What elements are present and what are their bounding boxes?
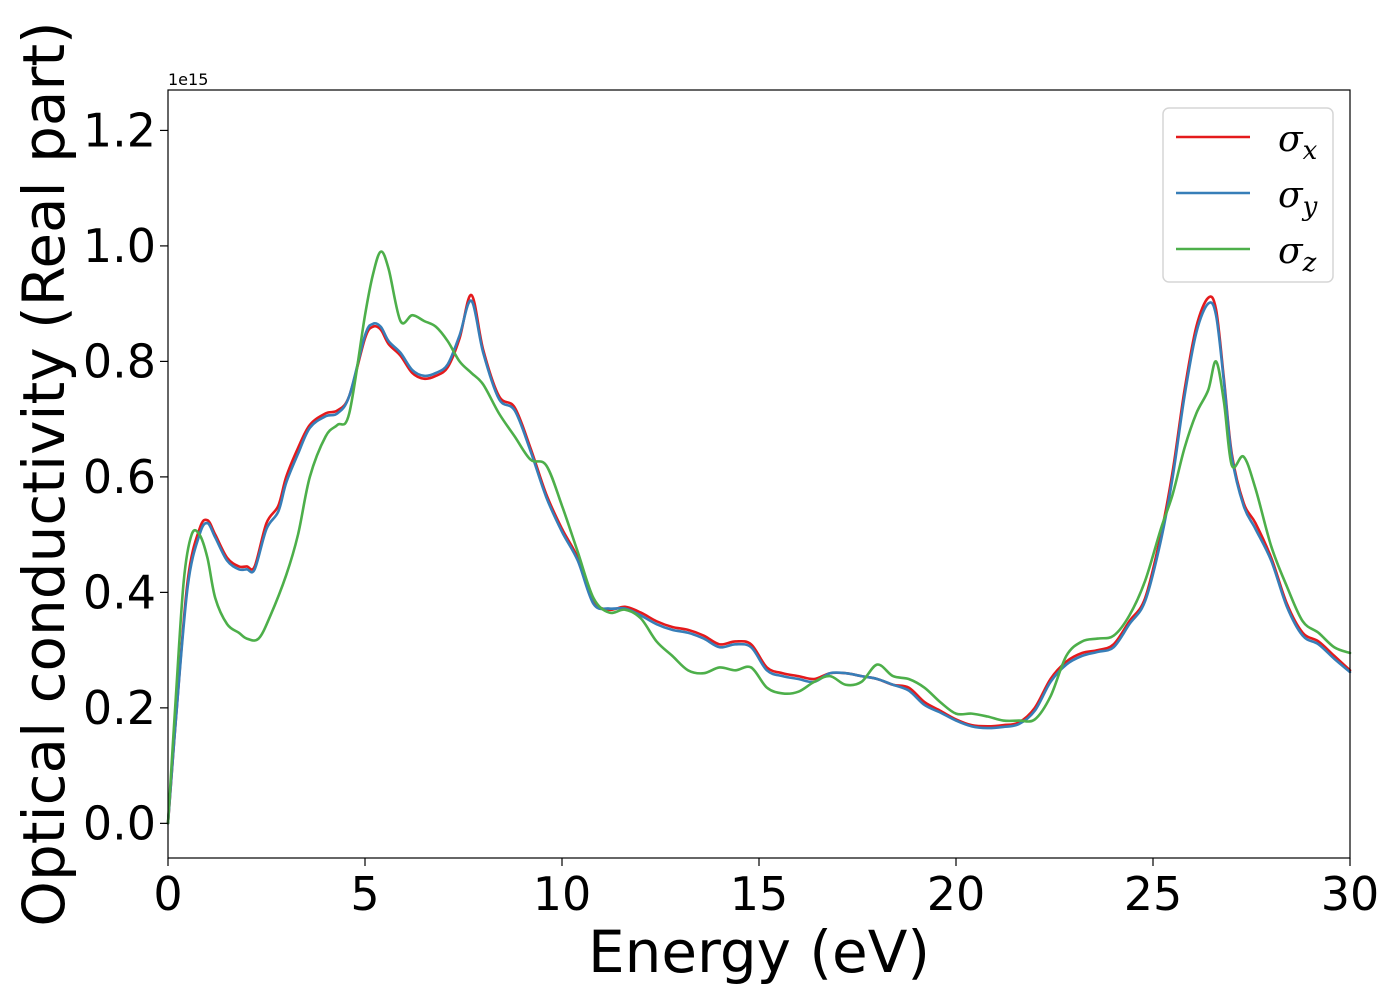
x-tick-label: 30 [1321,867,1380,921]
x-tick-label: 5 [350,867,379,921]
x-tick-label: 15 [730,867,789,921]
x-tick-label: 25 [1124,867,1183,921]
y-tick-label: 0.6 [83,450,156,504]
y-tick-label: 0.4 [83,565,156,619]
legend-subscript: x [1303,136,1318,166]
x-tick-label: 10 [533,867,592,921]
x-axis-title: Energy (eV) [588,918,930,986]
tick-layer: 0 5 10 15 20 25 30 0.0 0.2 0.4 0.6 0.8 1.0 1.2 [83,103,1379,921]
legend-subscript: z [1302,248,1317,278]
legend-subscript: y [1302,192,1318,222]
y-tick-label: 1.2 [83,103,156,157]
x-tick-label: 20 [927,867,986,921]
series-layer [166,250,1352,825]
legend-frame [1162,107,1334,283]
y-tick-label: 0.2 [83,681,156,735]
y-axis-title: Optical conductivity (Real part) [10,21,78,926]
x-tick-label: 0 [153,867,182,921]
y-offset-label: 1e15 [168,70,208,89]
y-tick-label: 1.0 [83,219,156,273]
series-line-z [166,250,1352,825]
y-tick-label: 0.0 [83,796,156,850]
y-tick-label: 0.8 [83,334,156,388]
series-line-y [166,299,1352,825]
